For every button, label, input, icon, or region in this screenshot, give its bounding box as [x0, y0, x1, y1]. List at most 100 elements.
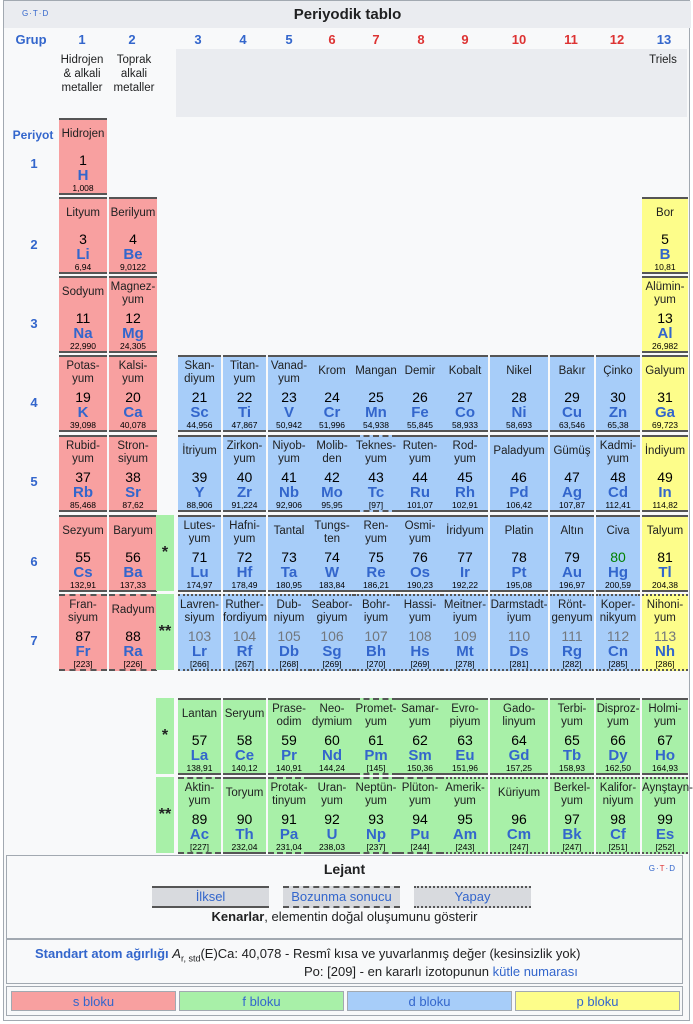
element-Hf[interactable]: Hafni-yum 72 Hf 178,49	[223, 515, 266, 592]
element-Ds[interactable]: Darmstadt-iyum 110 Ds [281]	[490, 594, 548, 671]
element-Nh[interactable]: Nihoni-yum 113 Nh [286]	[642, 594, 688, 671]
gtd-d-link[interactable]: D	[669, 864, 676, 873]
element-Tb[interactable]: Terbi-yum 65 Tb 158,93	[550, 698, 594, 775]
element-Cr[interactable]: Krom 24 Cr 51,996	[310, 355, 354, 432]
element-Pu[interactable]: Plüton-yum 94 Pu [244]	[398, 777, 442, 854]
group-header-7[interactable]: 7	[372, 32, 380, 47]
element-Os[interactable]: Osmi-yum 76 Os 190,23	[398, 515, 442, 592]
gtd-t-link[interactable]: T	[659, 864, 666, 873]
element-Mg[interactable]: Magnez-yum 12 Mg 24,305	[109, 276, 157, 353]
mass-number-link[interactable]: kütle numarası	[492, 964, 578, 979]
element-Cs[interactable]: Sezyum 55 Cs 132,91	[59, 515, 107, 592]
group-header-3[interactable]: 3	[194, 32, 202, 47]
legend-synthetic[interactable]: Yapay	[414, 886, 531, 908]
group-header-9[interactable]: 9	[461, 32, 469, 47]
element-Cd[interactable]: Kadmi-yum 48 Cd 112,41	[596, 435, 640, 512]
element-Ta[interactable]: Tantal 73 Ta 180,95	[268, 515, 310, 592]
f-block-label[interactable]: f bloku	[179, 991, 344, 1011]
element-Fr[interactable]: Fran-siyum 87 Fr [223]	[59, 594, 107, 671]
gtd-g-link[interactable]: G	[648, 864, 656, 873]
element-Ho[interactable]: Holmi-yum 67 Ho 164,93	[642, 698, 688, 775]
legend-primordial[interactable]: İlksel	[152, 886, 269, 908]
element-W[interactable]: Tungs-ten 74 W 183,84	[310, 515, 354, 592]
d-block-label[interactable]: d bloku	[347, 991, 512, 1011]
element-Ce[interactable]: Seryum 58 Ce 140,12	[223, 698, 266, 775]
element-Dy[interactable]: Disproz-yum 66 Dy 162,50	[596, 698, 640, 775]
element-H[interactable]: Hidrojen 1 H 1,008	[59, 118, 107, 195]
element-Y[interactable]: İtriyum 39 Y 88,906	[178, 435, 221, 512]
element-Ac[interactable]: Aktin-yum 89 Ac [227]	[178, 777, 221, 854]
period-label-2[interactable]: 2	[30, 237, 38, 252]
element-Tc[interactable]: Teknes-yum 43 Tc [97]	[354, 435, 398, 512]
legend-decay[interactable]: Bozunma sonucu	[283, 886, 400, 908]
element-Np[interactable]: Neptün-yum 93 Np [237]	[354, 777, 398, 854]
period-label-5[interactable]: 5	[30, 474, 38, 489]
element-Mo[interactable]: Molib-den 42 Mo 95,95	[310, 435, 354, 512]
group-header-4[interactable]: 4	[239, 32, 247, 47]
gtd-links-top[interactable]: G·T·D	[22, 9, 50, 18]
element-Zn[interactable]: Çinko 30 Zn 65,38	[596, 355, 640, 432]
element-Lr[interactable]: Lavren-siyum 103 Lr [266]	[178, 594, 221, 671]
element-Ni[interactable]: Nikel 28 Ni 58,693	[490, 355, 548, 432]
group-header-11[interactable]: 11	[564, 32, 578, 47]
element-B[interactable]: Bor 5 B 10,81	[642, 197, 688, 274]
element-In[interactable]: İndiyum 49 In 114,82	[642, 435, 688, 512]
s-block-label[interactable]: s bloku	[11, 991, 176, 1011]
period-label-1[interactable]: 1	[30, 156, 38, 171]
gtd-links-legend[interactable]: G·T·D	[649, 864, 676, 873]
element-Cf[interactable]: Kalifor-niyum 98 Cf [251]	[596, 777, 640, 854]
element-Pa[interactable]: Protak-tinyum 91 Pa 231,04	[268, 777, 310, 854]
element-Es[interactable]: Aynştayn-yum 99 Es [252]	[642, 777, 693, 854]
element-Pd[interactable]: Paladyum 46 Pd 106,42	[490, 435, 548, 512]
element-Mn[interactable]: Mangan 25 Mn 54,938	[354, 355, 398, 432]
group-header-10[interactable]: 10	[511, 32, 527, 47]
element-Sm[interactable]: Samar-yum 62 Sm 150,36	[398, 698, 442, 775]
element-Mt[interactable]: Meitner-iyum 109 Mt [278]	[442, 594, 488, 671]
element-Sr[interactable]: Stron-siyum 38 Sr 87,62	[109, 435, 157, 512]
element-Hs[interactable]: Hassi-yum 108 Hs [269]	[398, 594, 442, 671]
period-label-7[interactable]: 7	[30, 633, 38, 648]
element-Sc[interactable]: Skan-diyum 21 Sc 44,956	[178, 355, 221, 432]
element-Nb[interactable]: Niyob-yum 41 Nb 92,906	[268, 435, 310, 512]
element-Tl[interactable]: Talyum 81 Tl 204,38	[642, 515, 688, 592]
element-Rg[interactable]: Rönt-genyum 111 Rg [282]	[550, 594, 594, 671]
element-Pm[interactable]: Promet-yum 61 Pm [145]	[354, 698, 398, 775]
element-Lu[interactable]: Lutes-yum 71 Lu 174,97	[178, 515, 221, 592]
group-header-12[interactable]: 12	[609, 32, 625, 47]
element-Ra[interactable]: Radyum 88 Ra [226]	[109, 594, 157, 671]
period-label-4[interactable]: 4	[30, 395, 38, 410]
element-Ir[interactable]: İridyum 77 Ir 192,22	[442, 515, 488, 592]
element-La[interactable]: Lantan 57 La 138,91	[178, 698, 221, 775]
element-Bh[interactable]: Bohr-iyum 107 Bh [270]	[354, 594, 398, 671]
group-header-1[interactable]: 1	[78, 32, 86, 47]
atomic-weight-link[interactable]: Standart atom ağırlığı	[35, 946, 169, 961]
group-header-5[interactable]: 5	[285, 32, 293, 47]
element-Sg[interactable]: Seabor-giyum 106 Sg [269]	[310, 594, 354, 671]
group-header-13[interactable]: 13	[656, 32, 672, 47]
element-Au[interactable]: Altın 79 Au 196,97	[550, 515, 594, 592]
element-Na[interactable]: Sodyum 11 Na 22,990	[59, 276, 107, 353]
element-Bk[interactable]: Berkel-yum 97 Bk [247]	[550, 777, 594, 854]
element-Pt[interactable]: Platin 78 Pt 195,08	[490, 515, 548, 592]
element-V[interactable]: Vanad-yum 23 V 50,942	[268, 355, 310, 432]
element-Am[interactable]: Amerik-yum 95 Am [243]	[442, 777, 488, 854]
element-Ru[interactable]: Ruten-yum 44 Ru 101,07	[398, 435, 442, 512]
p-block-label[interactable]: p bloku	[515, 991, 680, 1011]
element-K[interactable]: Potas-yum 19 K 39,098	[59, 355, 107, 432]
element-U[interactable]: Uran-yum 92 U 238,03	[310, 777, 354, 854]
element-Ba[interactable]: Baryum 56 Ba 137,33	[109, 515, 157, 592]
element-Be[interactable]: Berilyum 4 Be 9,0122	[109, 197, 157, 274]
element-Ga[interactable]: Galyum 31 Ga 69,723	[642, 355, 688, 432]
element-Co[interactable]: Kobalt 27 Co 58,933	[442, 355, 488, 432]
element-Al[interactable]: Alümin-yum 13 Al 26,982	[642, 276, 688, 353]
element-Hg[interactable]: Civa 80 Hg 200,59	[596, 515, 640, 592]
element-Li[interactable]: Lityum 3 Li 6,94	[59, 197, 107, 274]
element-Nd[interactable]: Neo-dymium 60 Nd 144,24	[310, 698, 354, 775]
group-header-6[interactable]: 6	[328, 32, 336, 47]
element-Re[interactable]: Ren-yum 75 Re 186,21	[354, 515, 398, 592]
element-Eu[interactable]: Evro-piyum 63 Eu 151,96	[442, 698, 488, 775]
element-Ca[interactable]: Kalsi-yum 20 Ca 40,078	[109, 355, 157, 432]
period-label-3[interactable]: 3	[30, 316, 38, 331]
element-Gd[interactable]: Gado-linyum 64 Gd 157,25	[490, 698, 548, 775]
element-Rh[interactable]: Rod-yum 45 Rh 102,91	[442, 435, 488, 512]
